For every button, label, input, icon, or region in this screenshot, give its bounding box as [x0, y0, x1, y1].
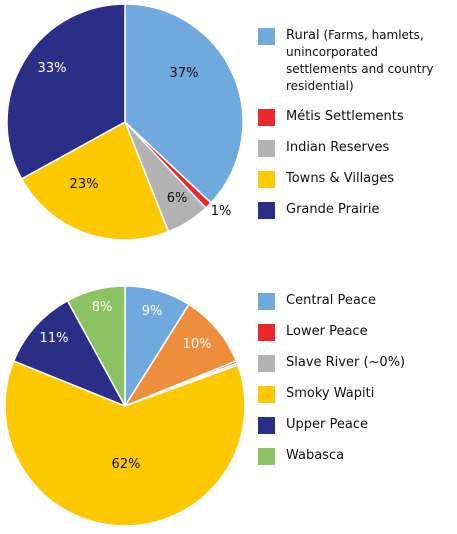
legend-item-central-peace: Central Peace	[258, 292, 453, 310]
legend-swatch	[258, 355, 275, 372]
legend-label: Métis Settlements	[286, 109, 404, 124]
pie1-slice-rural	[124, 3, 244, 204]
pie2-slice-unnamed	[123, 303, 238, 408]
legend-label: Wabasca	[286, 448, 345, 463]
pie2-slice-smoky-wapiti	[4, 360, 246, 527]
pie2-data-label-upper-peace: 11%	[40, 331, 69, 346]
legend-label: Towns & Villages	[286, 171, 395, 186]
legend-label: Upper Peace	[286, 417, 368, 432]
pie2-data-label-smoky-wapiti: 62%	[112, 457, 141, 472]
legend-item-rural: Rural (Farms, hamlets, unincorporated se…	[258, 27, 453, 95]
legend-item-upper-peace: Upper Peace	[258, 416, 453, 434]
legend-label: Smoky Wapiti	[286, 386, 375, 401]
legend-swatch	[258, 448, 275, 465]
legend-item-slave-river-0: Slave River (~0%)	[258, 354, 453, 372]
legend-item-grande-prairie: Grande Prairie	[258, 201, 453, 219]
legend-swatch	[258, 293, 275, 310]
pie1-slice-grande-prairie	[6, 3, 126, 180]
pie2-slice-wabasca	[66, 285, 126, 407]
legend-swatch	[258, 140, 275, 157]
pie1-slice-towns-villages	[20, 120, 170, 241]
pie-2: 9% 62% 11% 8% 10%	[4, 285, 246, 527]
legend-swatch	[258, 417, 275, 434]
legend-label: Slave River (~0%)	[286, 355, 406, 370]
pie2-data-label-central-peace: 9%	[142, 304, 163, 319]
legend-item-smoky-wapiti: Smoky Wapiti	[258, 385, 453, 403]
legend-label: Indian Reserves	[286, 140, 390, 155]
legend-label: Central Peace	[286, 293, 376, 308]
pie1-data-label-rural: 37%	[170, 66, 199, 81]
pie2-data-label-unnamed: 10%	[183, 337, 212, 352]
legend-swatch	[258, 109, 275, 126]
legend-bottom: Central Peace Lower Peace Slave River (~0%…	[258, 292, 453, 478]
legend-item-indian-reserves: Indian Reserves	[258, 139, 453, 157]
legend-item-wabasca: Wabasca	[258, 447, 453, 465]
legend-swatch	[258, 171, 275, 188]
legend-item-towns-villages: Towns & Villages	[258, 170, 453, 188]
legend-top: Rural (Farms, hamlets, unincorporated se…	[258, 27, 453, 232]
legend-swatch	[258, 386, 275, 403]
legend-item-lower-peace: Lower Peace	[258, 323, 453, 341]
legend-label: Grande Prairie	[286, 202, 380, 217]
legend-note: (Farms, hamlets, unincorporated settleme…	[286, 28, 434, 93]
legend-label: Lower Peace	[286, 324, 368, 339]
pie-1: 37% 1% 6% 23% 33%	[6, 3, 244, 241]
pie1-data-label-indian-reserves: 6%	[167, 191, 188, 206]
legend-swatch	[258, 202, 275, 219]
pie1-data-label-grande-prairie: 33%	[38, 61, 67, 76]
pie2-slice-upper-peace	[12, 299, 127, 408]
legend-item-m-tis-settlements: Métis Settlements	[258, 108, 453, 126]
legend-swatch	[258, 28, 275, 45]
legend-swatch	[258, 324, 275, 341]
legend-label: Rural	[286, 28, 320, 43]
pie1-data-label-towns-villages: 23%	[70, 177, 99, 192]
pie2-data-label-wabasca: 8%	[92, 300, 113, 315]
pie1-data-label-m-tis-settlements: 1%	[211, 204, 232, 219]
